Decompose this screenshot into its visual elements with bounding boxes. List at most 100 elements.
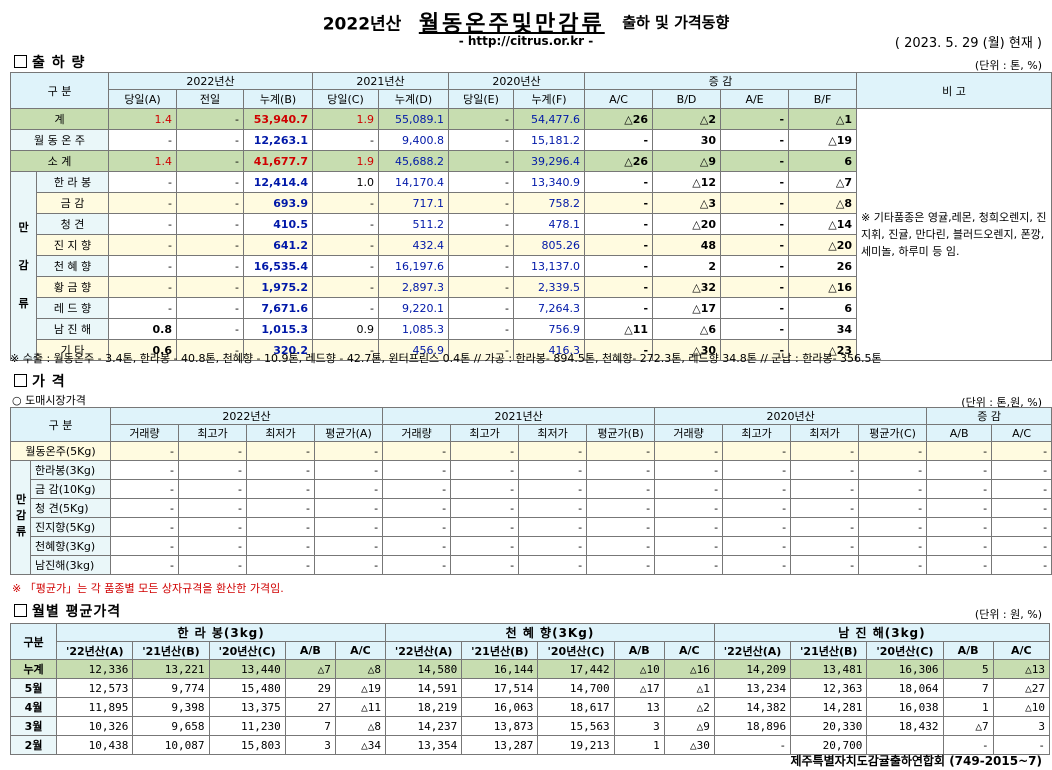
- data-cell: -: [518, 536, 588, 556]
- data-cell: -: [108, 234, 177, 256]
- data-cell: -: [176, 339, 244, 361]
- data-cell: 20,700: [790, 735, 868, 755]
- subheader-cell: '22년산(A): [713, 641, 792, 660]
- section-shipment-unit: (단위 : 톤, %): [974, 59, 1042, 72]
- data-cell: -: [450, 536, 520, 556]
- data-cell: -: [382, 441, 452, 461]
- data-cell: -: [382, 517, 452, 537]
- data-cell: -: [790, 460, 860, 480]
- data-cell: -: [790, 498, 860, 518]
- data-cell: -: [518, 517, 588, 537]
- row-label: 기 타: [36, 339, 109, 361]
- data-cell: △6: [652, 318, 722, 340]
- data-cell: -: [108, 255, 177, 277]
- subheader-cell: 누계(B): [243, 89, 313, 109]
- row-label: 월동온주(5Kg): [10, 441, 111, 461]
- data-cell: -: [942, 735, 994, 755]
- data-cell: 34: [788, 318, 858, 340]
- data-cell: △14: [788, 213, 858, 235]
- data-cell: 14,209: [713, 659, 792, 679]
- subheader-cell: 최저가: [790, 424, 860, 442]
- subheader-cell: 최저가: [518, 424, 588, 442]
- side-label-text: 만 감 류: [18, 221, 29, 310]
- header-remarks: 비 고: [856, 72, 1052, 109]
- table-row: 금 감(10Kg) - - - - - - - - - - - - - -: [11, 479, 1052, 499]
- site-url[interactable]: - http://citrus.or.kr -: [458, 34, 594, 48]
- data-cell: △8: [334, 716, 387, 736]
- data-cell: -: [586, 555, 656, 575]
- data-cell: -: [584, 129, 654, 151]
- data-cell: -: [178, 498, 247, 518]
- data-cell: △7: [788, 171, 858, 193]
- data-cell: -: [720, 339, 790, 361]
- data-cell: -: [518, 479, 588, 499]
- data-cell: 7: [942, 678, 994, 698]
- document-title: 2022년산 월동온주및만감류 출하 및 가격동향: [0, 6, 1052, 38]
- data-cell: △16: [788, 276, 858, 298]
- data-cell: -: [448, 318, 515, 340]
- section-shipment-title: 출 하 량: [14, 52, 85, 72]
- data-cell: -: [991, 441, 1052, 461]
- row-label: 소 계: [10, 150, 109, 172]
- data-cell: △19: [788, 129, 858, 151]
- data-cell: -: [926, 498, 993, 518]
- data-cell: 16,197.6: [377, 255, 450, 277]
- data-cell: △20: [652, 213, 722, 235]
- data-cell: △27: [992, 678, 1051, 698]
- data-cell: 14,591: [385, 678, 463, 698]
- subheader-cell: 평균가(C): [858, 424, 928, 442]
- data-cell: -: [382, 555, 452, 575]
- data-cell: -: [176, 255, 244, 277]
- data-cell: 1.4: [108, 150, 177, 172]
- data-cell: -: [654, 517, 724, 537]
- data-cell: △13: [992, 659, 1051, 679]
- data-cell: -: [991, 536, 1052, 556]
- data-cell: △26: [584, 108, 654, 130]
- data-cell: 3: [284, 735, 336, 755]
- data-cell: -: [720, 255, 790, 277]
- price-subheader-row: 거래량 최고가 최저가 평균가(A) 거래량 최고가 최저가 평균가(B) 거래량 최고가 최저가 평…: [11, 424, 1052, 442]
- data-cell: △23: [788, 339, 858, 361]
- data-cell: -: [518, 555, 588, 575]
- data-cell: -: [654, 479, 724, 499]
- data-cell: △34: [334, 735, 387, 755]
- row-label: 2월: [9, 735, 58, 755]
- data-cell: -: [722, 517, 792, 537]
- data-cell: 41,677.7: [243, 150, 313, 172]
- subheader-cell: A/E: [720, 89, 790, 109]
- data-cell: 1: [613, 735, 665, 755]
- data-cell: -: [382, 498, 452, 518]
- wholesale-price-table: 구 분 2022년산 2021년산 2020년산 증 감 거래량 최고가 최저가 평균가(A) 거…: [10, 407, 1052, 575]
- data-cell: 2: [652, 255, 722, 277]
- shipment-footnote: ※ 수출 : 월동온주 - 3.4톤, 한라봉 - 40.8톤, 천혜향 - 1…: [10, 352, 882, 365]
- data-cell: 12,414.4: [243, 171, 313, 193]
- data-cell: -: [178, 517, 247, 537]
- data-cell: 13,137.0: [513, 255, 586, 277]
- checkbox-icon: [14, 55, 27, 68]
- header-variety: 남 진 해(3kg): [713, 623, 1051, 642]
- data-cell: -: [313, 479, 384, 499]
- data-cell: -: [720, 213, 790, 235]
- data-cell: -: [176, 297, 244, 319]
- data-cell: 693.9: [243, 192, 313, 214]
- subheader-cell: '20년산(C): [866, 641, 944, 660]
- data-cell: 29: [284, 678, 336, 698]
- data-cell: 10,326: [56, 716, 134, 736]
- data-cell: 15,803: [208, 735, 286, 755]
- data-cell: -: [926, 460, 993, 480]
- data-cell: △10: [992, 697, 1051, 717]
- data-cell: 14,382: [713, 697, 792, 717]
- header-2020: 2020년산: [448, 72, 586, 90]
- data-cell: -: [586, 498, 656, 518]
- table-row: 남 진 해 0.8-1,015.3 0.9 1,085.3-756.9 △11 △6-34: [11, 318, 1052, 340]
- row-label: 천 혜 향: [36, 255, 109, 277]
- data-cell: 15,480: [208, 678, 286, 698]
- data-cell: -: [858, 441, 928, 461]
- data-cell: 14,281: [790, 697, 868, 717]
- side-label-mangamryu: 만 감 류: [10, 460, 31, 575]
- data-cell: -: [176, 171, 244, 193]
- row-label: 금 감: [36, 192, 109, 214]
- data-cell: △16: [663, 659, 715, 679]
- data-cell: -: [790, 555, 860, 575]
- table-row: 기 타 0.6-320.2-456.9-416.3- △30- △23: [11, 339, 1052, 361]
